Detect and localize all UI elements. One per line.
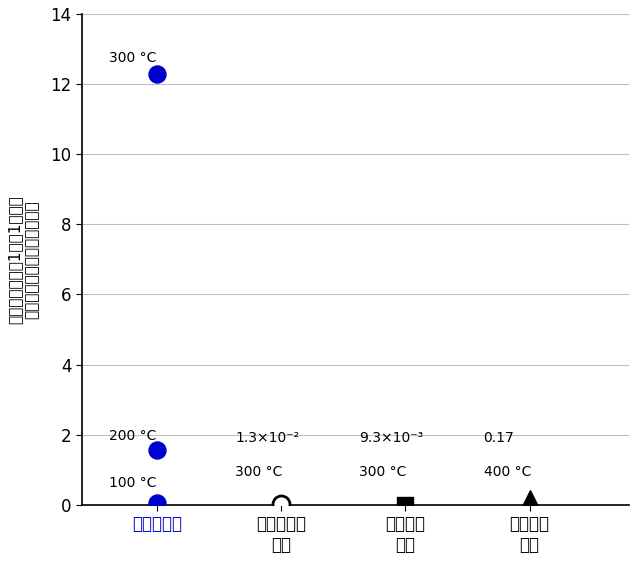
Point [151,499,162,508]
Text: 300 °C: 300 °C [235,465,282,479]
Text: 300 °C: 300 °C [359,465,406,479]
Y-axis label: 表面の金属原子1個が1秒間に
合成するアンモニアの分子数: 表面の金属原子1個が1秒間に 合成するアンモニアの分子数 [7,195,39,324]
Point [276,500,286,509]
Text: 400 °C: 400 °C [483,465,531,479]
Text: 300 °C: 300 °C [109,51,157,65]
Point [151,69,162,78]
Text: 1.3×10⁻²: 1.3×10⁻² [235,431,299,445]
Text: 200 °C: 200 °C [109,430,157,444]
Text: 9.3×10⁻³: 9.3×10⁻³ [359,431,424,445]
Point [151,446,162,455]
Point [400,500,410,509]
Point [525,494,535,503]
Text: 0.17: 0.17 [483,431,515,445]
Text: 100 °C: 100 °C [109,476,157,490]
